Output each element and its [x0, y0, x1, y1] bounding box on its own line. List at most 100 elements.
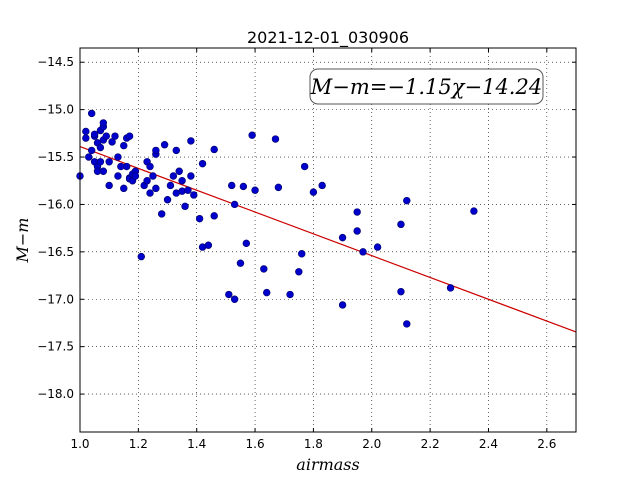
data-point: [87, 146, 96, 155]
data-point: [131, 172, 140, 180]
y-tick-label: −16.5: [37, 245, 74, 259]
data-point: [260, 265, 268, 273]
data-point: [146, 162, 154, 171]
data-point: [242, 239, 251, 248]
data-point: [397, 220, 405, 229]
data-point: [263, 288, 271, 297]
data-point: [120, 184, 128, 193]
data-point: [175, 167, 183, 175]
fit-line-layer: [79, 146, 577, 333]
data-point: [152, 146, 160, 155]
data-point: [397, 287, 405, 296]
data-point: [198, 159, 207, 168]
data-point: [359, 248, 367, 256]
data-point: [160, 141, 169, 149]
data-point: [251, 186, 259, 194]
data-points: [76, 109, 478, 328]
data-point: [111, 132, 119, 140]
y-tick-label: −18.0: [37, 387, 74, 401]
y-tick-label: −14.5: [37, 55, 74, 69]
chart-title: 2021-12-01_030906: [247, 28, 409, 48]
data-point: [403, 196, 411, 205]
data-point: [210, 145, 218, 154]
data-point: [122, 162, 131, 171]
y-tick-label: −15.0: [37, 103, 74, 117]
x-tick-label: 2.2: [421, 437, 440, 451]
data-point: [271, 135, 280, 143]
data-point: [82, 127, 90, 136]
y-axis-ticks: −14.5 −15.0 −15.5 −16.0 −16.5 −17.0 −17.5 −18.0: [37, 55, 576, 401]
data-point: [152, 184, 160, 193]
grid-lines: [79, 48, 576, 432]
y-axis-label: M−m: [13, 218, 32, 264]
data-point: [184, 186, 192, 194]
data-point: [230, 295, 239, 303]
data-point: [120, 141, 128, 150]
data-point: [298, 250, 306, 258]
data-point: [470, 207, 478, 215]
x-axis-ticks: 1.0 1.2 1.4 1.6 1.8 2.0 2.2 2.4 2.6: [70, 48, 556, 451]
y-tick-label: −17.5: [37, 340, 74, 354]
fit-line: [79, 146, 577, 333]
data-point: [210, 212, 218, 220]
data-point: [195, 214, 204, 223]
data-point: [248, 131, 256, 139]
data-point: [373, 243, 382, 251]
data-point: [105, 158, 113, 166]
data-point: [230, 200, 239, 209]
data-point: [105, 181, 113, 190]
data-point: [187, 172, 195, 180]
data-point: [99, 167, 108, 175]
data-point: [85, 153, 93, 161]
data-point: [143, 177, 151, 185]
data-point: [187, 137, 195, 145]
data-point: [96, 158, 105, 166]
x-tick-label: 1.2: [129, 437, 148, 451]
data-point: [446, 284, 455, 292]
data-point: [181, 202, 189, 211]
data-point: [228, 181, 236, 190]
data-point: [178, 177, 186, 185]
data-point: [163, 196, 172, 204]
data-point: [102, 132, 110, 140]
data-point: [172, 146, 180, 155]
y-tick-label: −16.0: [37, 197, 74, 211]
data-point: [90, 130, 99, 138]
x-tick-label: 2.0: [362, 437, 381, 451]
data-point: [146, 189, 154, 197]
data-point: [169, 172, 178, 180]
data-point: [239, 182, 248, 191]
data-point: [318, 181, 326, 190]
data-point: [87, 109, 96, 118]
y-tick-label: −15.5: [37, 150, 74, 164]
x-tick-label: 1.6: [246, 437, 265, 451]
plot-frame: [79, 47, 577, 433]
x-tick-label: 2.4: [479, 437, 498, 451]
data-point: [338, 301, 347, 309]
data-point: [286, 290, 294, 299]
data-point: [157, 210, 166, 218]
x-tick-label: 1.0: [70, 437, 89, 451]
data-point: [403, 320, 411, 328]
x-axis-label: airmass: [296, 455, 359, 474]
y-tick-label: −17.0: [37, 292, 74, 306]
data-point: [149, 172, 157, 180]
fit-annotation-box: [309, 68, 544, 105]
data-point: [108, 138, 116, 146]
data-point: [114, 172, 122, 180]
fit-equation-label: M−m=−1.15χ−14.24: [310, 75, 542, 99]
data-point: [295, 268, 303, 276]
data-point: [190, 191, 198, 199]
x-tick-label: 1.8: [304, 437, 323, 451]
x-tick-label: 1.4: [187, 437, 206, 451]
data-point: [82, 134, 90, 142]
fit-annotation: M−m=−1.15χ−14.24: [309, 68, 544, 105]
data-point: [274, 183, 283, 192]
data-point: [300, 162, 309, 171]
data-point: [353, 208, 361, 216]
x-tick-label: 2.6: [537, 437, 556, 451]
data-point: [353, 227, 361, 235]
data-point: [338, 233, 347, 242]
data-point: [125, 132, 134, 140]
data-point: [225, 290, 233, 299]
